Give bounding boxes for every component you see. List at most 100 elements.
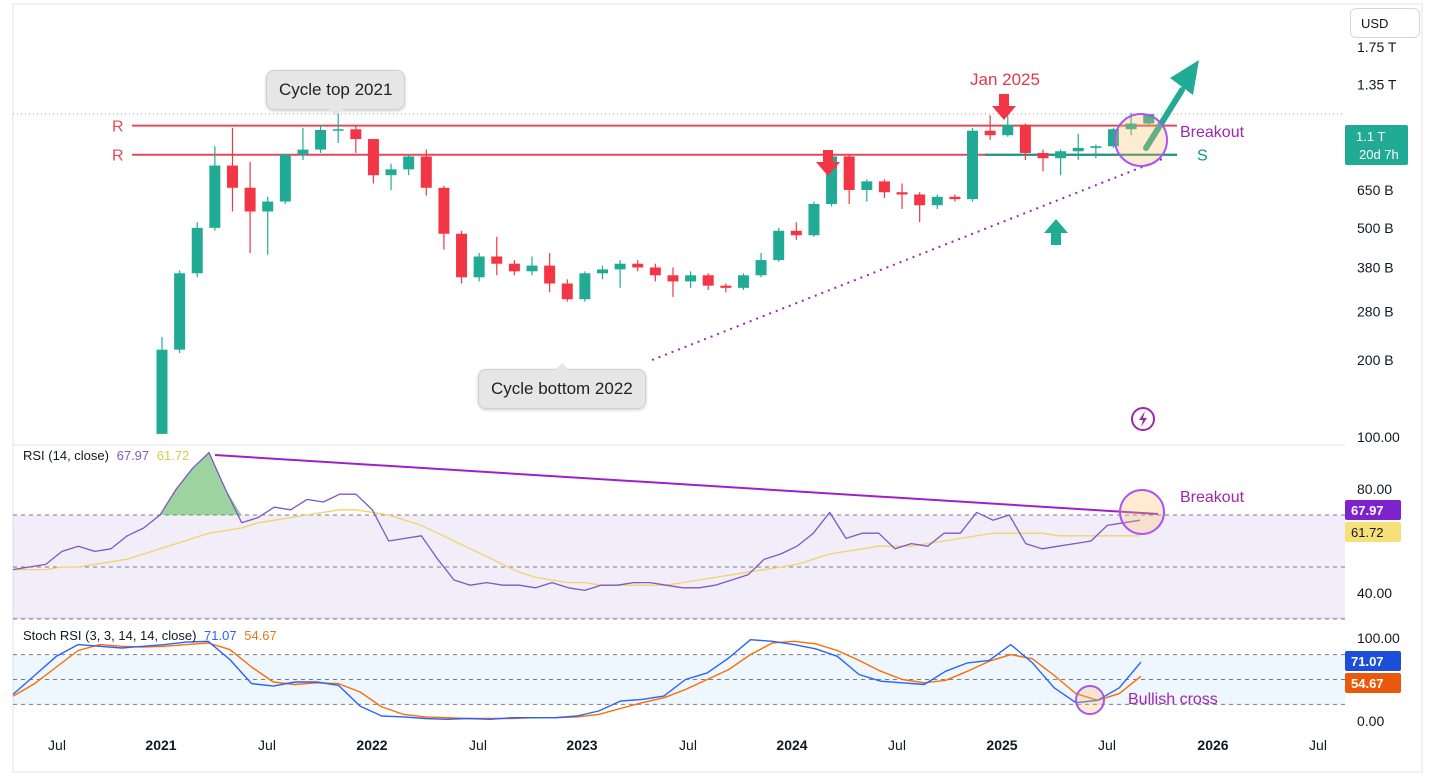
candle <box>526 265 538 272</box>
candle <box>226 165 238 188</box>
candle <box>544 265 556 284</box>
candle <box>420 156 432 188</box>
candle <box>456 233 468 278</box>
stoch-legend-k-value: 71.07 <box>204 628 237 643</box>
rsi-legend[interactable]: RSI (14, close) 67.97 61.72 <box>23 448 189 463</box>
candle <box>737 275 749 288</box>
candle <box>1143 114 1155 124</box>
rsi-axis-label: 80.00 <box>1357 481 1392 497</box>
currency-label: USD <box>1361 15 1389 31</box>
rsi-legend-title: RSI (14, close) <box>23 448 109 463</box>
candle <box>702 275 714 286</box>
rsi-line <box>12 451 1141 592</box>
price-axis-label: 380 B <box>1357 259 1394 275</box>
candle <box>914 194 926 206</box>
stoch-rsi-legend[interactable]: Stoch RSI (3, 3, 14, 14, close) 71.07 54… <box>23 628 277 643</box>
breakout-arrow-shaft <box>1143 87 1185 151</box>
support-label: S <box>1197 148 1208 165</box>
cycle-bottom-callout: Cycle bottom 2022 <box>478 363 646 409</box>
time-axis-label: 2022 <box>356 737 387 753</box>
stoch-k-badge <box>1345 651 1401 671</box>
resistance-label: R <box>112 119 124 136</box>
rsi-axis-label: 40.00 <box>1357 585 1392 601</box>
price-axis-label: 200 B <box>1357 352 1394 368</box>
candle <box>597 269 608 274</box>
candle <box>773 230 785 261</box>
time-axis-label: 2025 <box>986 737 1017 753</box>
breakout-highlight-circle <box>1114 113 1168 167</box>
rsi-breakout-label: Breakout <box>1180 489 1245 506</box>
red-down-arrow <box>816 150 840 176</box>
time-axis-label: 2026 <box>1197 737 1228 753</box>
candle <box>685 275 697 282</box>
candle <box>244 187 256 212</box>
candle <box>755 260 767 276</box>
candle <box>1002 124 1014 136</box>
trendline <box>651 157 1166 361</box>
candle <box>878 181 890 193</box>
resistance-label: R <box>112 148 124 165</box>
candle <box>667 275 679 282</box>
cycle-top-label: Cycle top 2021 <box>279 80 393 99</box>
candle <box>367 139 379 176</box>
stoch-axis-label: 0.00 <box>1357 713 1384 729</box>
candle <box>931 196 943 206</box>
rsi-legend-value: 67.97 <box>116 448 150 463</box>
lightning-icon <box>1131 407 1155 431</box>
candle <box>279 154 291 202</box>
rsi-trendline <box>214 454 1159 515</box>
candle <box>808 203 820 236</box>
candle <box>632 263 644 268</box>
candle <box>508 263 520 272</box>
candle <box>1107 129 1119 147</box>
green-up-arrow <box>1044 219 1068 245</box>
candle <box>579 273 591 300</box>
jan-2025-label: Jan 2025 <box>970 70 1040 89</box>
price-axis-label: 1.35 T <box>1357 76 1397 92</box>
candle <box>209 165 221 228</box>
stoch-d-line <box>12 640 1142 720</box>
candle <box>491 256 503 264</box>
time-axis-label: Jul <box>1098 737 1116 753</box>
price-badge-countdown: 20d 7h <box>1359 147 1399 162</box>
stoch-d-badge-text: 54.67 <box>1351 676 1384 691</box>
time-axis-label: Jul <box>258 737 276 753</box>
candle <box>949 196 961 200</box>
candle <box>174 273 186 350</box>
currency-selector[interactable]: USD <box>1350 8 1420 38</box>
time-axis-label: Jul <box>888 737 906 753</box>
breakout-arrow-head <box>1170 60 1199 95</box>
rsi-overbought-fill <box>143 452 242 515</box>
time-axis-label: Jul <box>469 737 487 753</box>
candle <box>826 156 838 204</box>
price-badge-value: 1.1 T <box>1356 129 1385 144</box>
rsi-ma-badge <box>1345 522 1401 542</box>
time-axis-label: Jul <box>679 737 697 753</box>
rsi-ma-badge-text: 61.72 <box>1351 525 1384 540</box>
breakout-label: Breakout <box>1180 124 1245 141</box>
candle <box>561 283 573 300</box>
price-axis-label: 280 B <box>1357 304 1394 320</box>
rsi-axis-label: 100.00 <box>1357 429 1400 445</box>
cycle-bottom-label: Cycle bottom 2022 <box>491 379 633 398</box>
rsi-breakout-circle <box>1119 489 1165 535</box>
candle <box>262 201 274 212</box>
candle <box>403 156 415 170</box>
candle <box>861 181 873 190</box>
candle <box>473 256 485 278</box>
time-axis-label: Jul <box>1309 737 1327 753</box>
red-down-arrow <box>992 94 1016 120</box>
candle <box>1019 124 1031 153</box>
price-axis-label: 650 B <box>1357 182 1394 198</box>
stoch-d-badge <box>1345 673 1401 693</box>
stoch-legend-title: Stoch RSI (3, 3, 14, 14, close) <box>23 628 197 643</box>
rsi-value-badge <box>1345 500 1401 520</box>
bullish-cross-label: Bullish cross <box>1128 691 1218 708</box>
candle <box>896 192 908 195</box>
stoch-legend-d-value: 54.67 <box>244 628 277 643</box>
candle <box>350 129 362 140</box>
candle <box>720 285 732 288</box>
candle <box>156 349 168 434</box>
stoch-k-line <box>12 639 1142 720</box>
